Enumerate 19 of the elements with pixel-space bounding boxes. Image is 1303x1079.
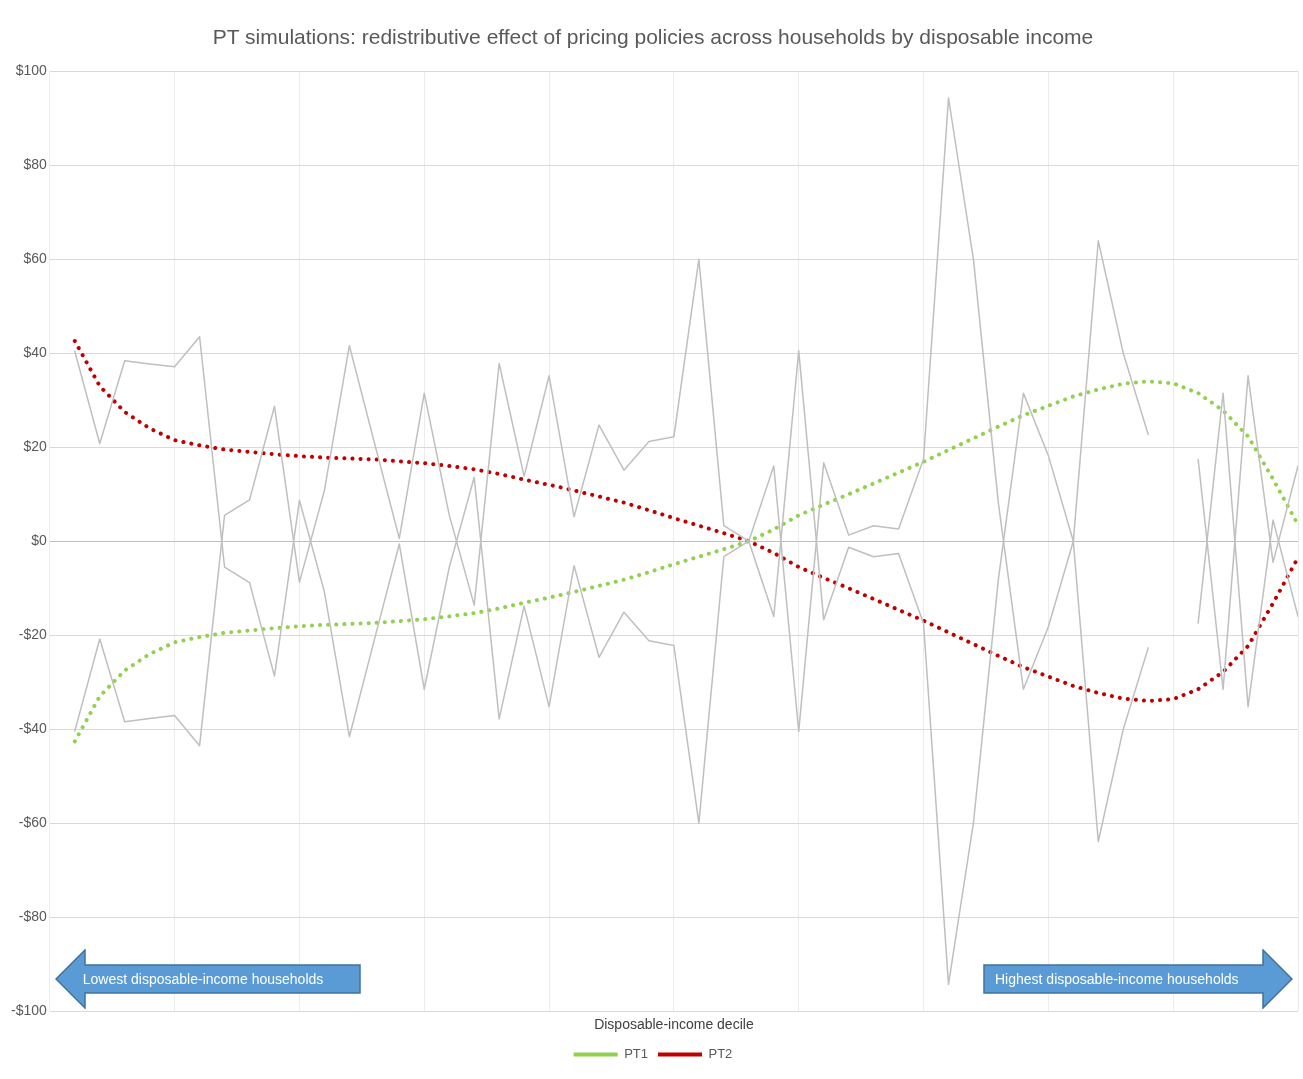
legend-label: PT1	[624, 1046, 648, 1062]
legend-label: PT2	[708, 1046, 733, 1062]
y-tick-label: $80	[23, 156, 48, 173]
y-tick-label: $40	[23, 344, 48, 361]
y-tick-label: $60	[23, 250, 48, 267]
y-tick-label: $100	[15, 62, 48, 79]
x-axis-title: Disposable-income decile	[594, 1016, 754, 1033]
y-tick-label: -$80	[18, 908, 48, 925]
y-tick-label: -$60	[18, 814, 48, 831]
y-tick-label: -$40	[18, 720, 48, 737]
annotation: Lowest disposable-income households	[82, 971, 324, 988]
y-tick-label: $20	[23, 438, 48, 455]
y-tick-label: -$100	[10, 1002, 48, 1019]
y-tick-label: $0	[31, 532, 48, 549]
line-series	[72, 338, 1298, 703]
chart-title: PT simulations: redistributive effect of pricing policies across households by disposable income	[212, 25, 1094, 49]
y-tick-label: -$20	[18, 626, 48, 643]
line-series	[72, 379, 1298, 744]
annotation: Highest disposable-income households	[995, 971, 1239, 988]
